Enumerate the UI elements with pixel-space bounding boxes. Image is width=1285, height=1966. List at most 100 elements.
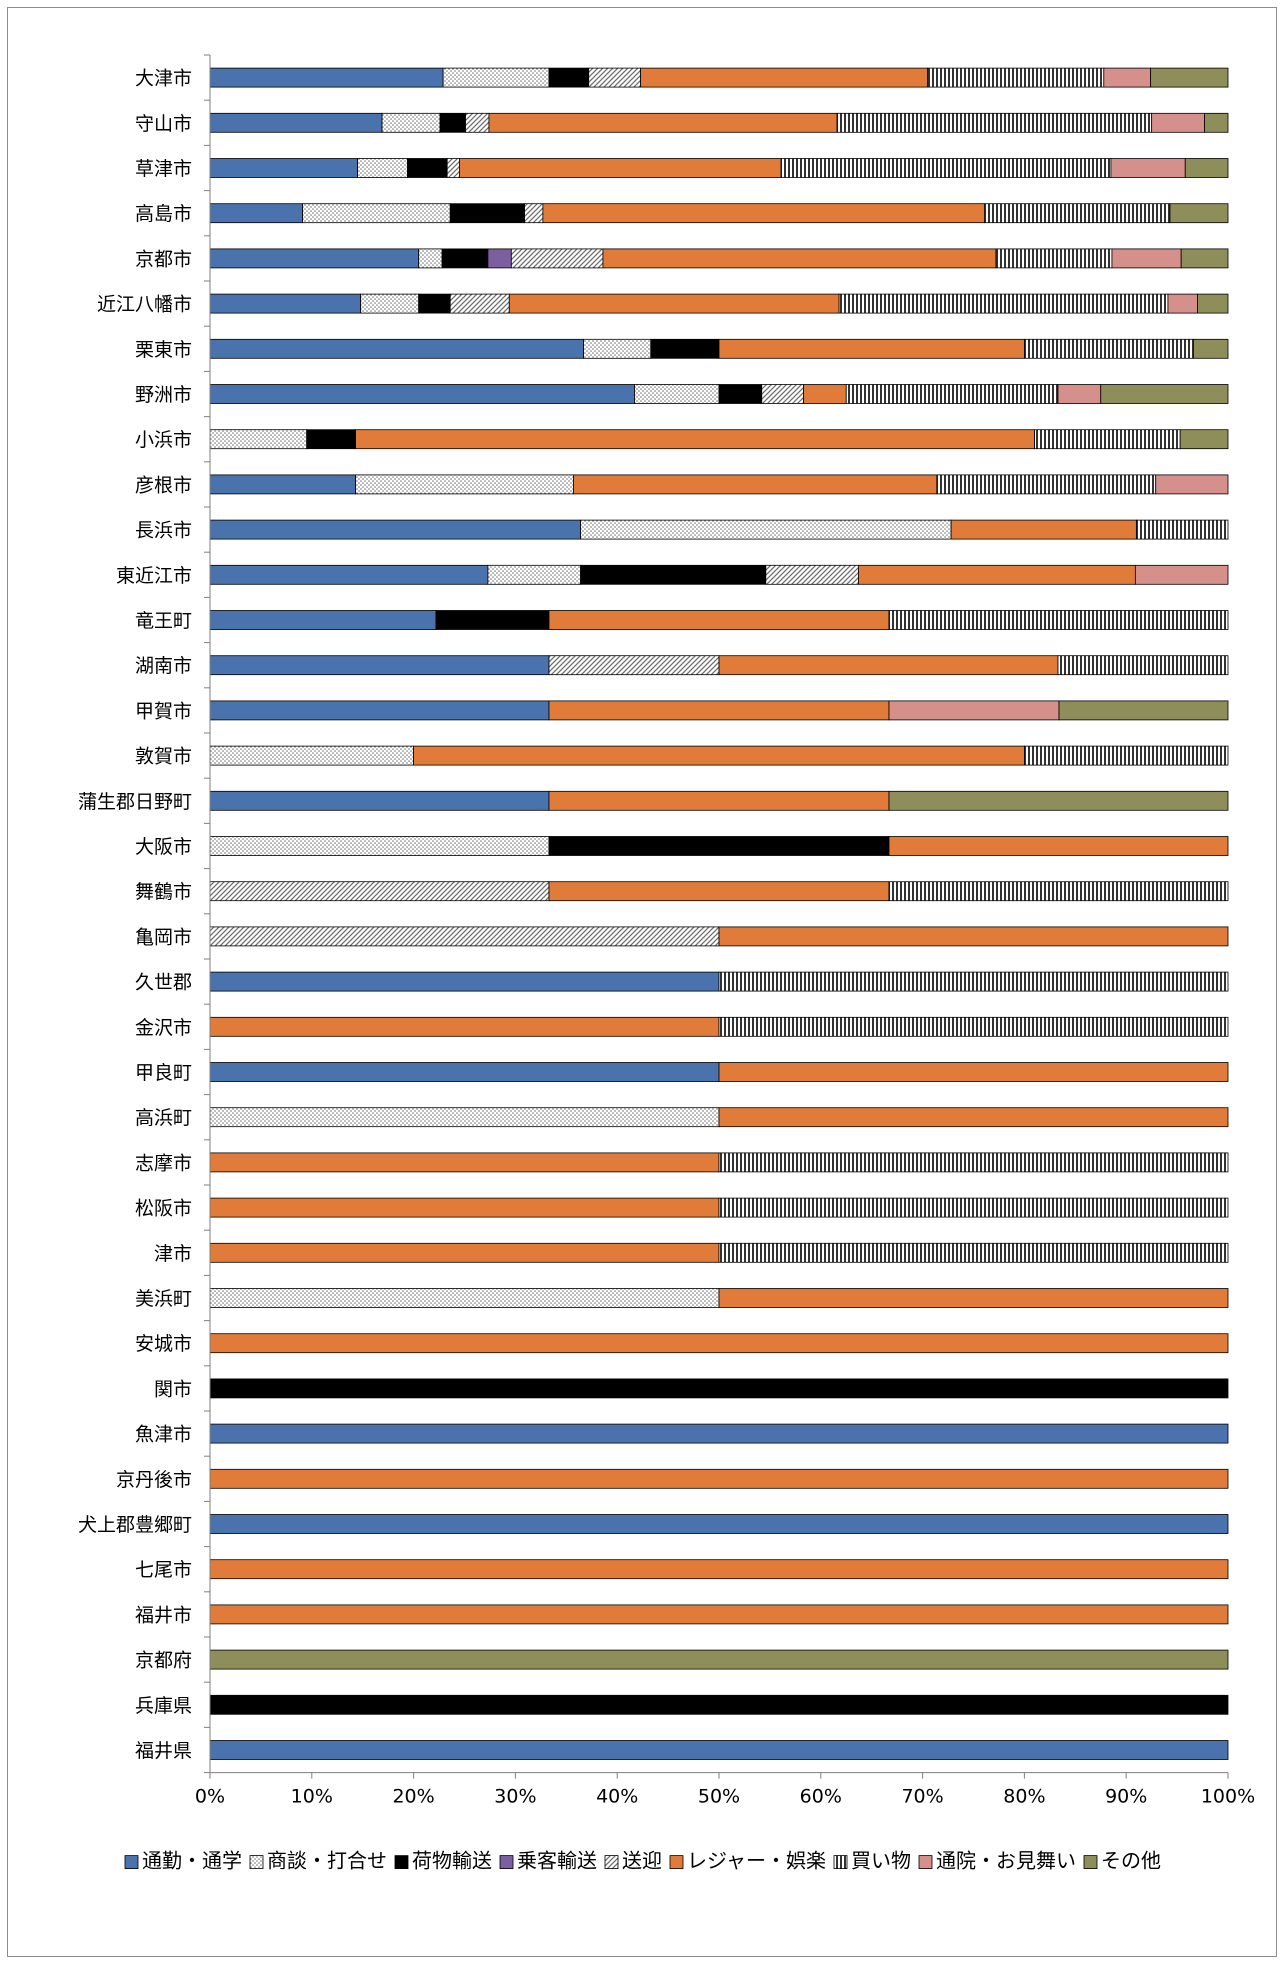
category-label: 高浜町 xyxy=(135,1107,192,1129)
bar-segment-series-6 xyxy=(640,67,929,88)
bar-row xyxy=(209,836,1229,856)
legend-swatch xyxy=(604,1855,619,1869)
legend-label: 送迎 xyxy=(622,1849,662,1873)
legend-item-series-8: 通院・お見舞い xyxy=(918,1849,1076,1873)
x-tick-label: 70% xyxy=(901,1786,943,1808)
bar-segment-series-5 xyxy=(765,564,859,585)
legend-label: 商談・打合せ xyxy=(267,1849,387,1873)
bar-row xyxy=(209,1152,1229,1173)
legend-label: 通院・お見舞い xyxy=(936,1849,1076,1873)
bar-segment-series-6 xyxy=(542,203,986,224)
category-label: 亀岡市 xyxy=(135,926,192,948)
bar-row xyxy=(209,564,1229,585)
category-label: 守山市 xyxy=(135,113,192,135)
bar-row xyxy=(209,926,1229,947)
bar-row xyxy=(209,1423,1229,1444)
bar-segment-series-6 xyxy=(602,248,997,269)
bar-segment-series-2 xyxy=(209,1107,720,1128)
legend-label: その他 xyxy=(1101,1849,1161,1873)
bar-segment-series-6 xyxy=(548,790,890,811)
bar-segment-series-5 xyxy=(761,384,804,404)
bar-segment-series-6 xyxy=(548,881,890,902)
bar-segment-series-2 xyxy=(583,338,652,359)
x-tick-label: 0% xyxy=(195,1786,225,1808)
bar-segment-series-7 xyxy=(936,474,1157,495)
bar-segment-series-7 xyxy=(888,610,1229,630)
bar-segment-series-2 xyxy=(580,519,952,540)
bar-row xyxy=(209,1514,1229,1534)
bar-segment-series-1 xyxy=(209,474,356,495)
bar-segment-series-8 xyxy=(1103,67,1152,88)
category-label: 甲良町 xyxy=(135,1062,192,1084)
legend-label: 通勤・通学 xyxy=(142,1849,242,1873)
bar-row xyxy=(209,1694,1229,1715)
bar-segment-series-9 xyxy=(1169,203,1229,224)
bar-segment-series-8 xyxy=(1111,248,1182,269)
bar-segment-series-6 xyxy=(209,1152,720,1173)
legend-swatch xyxy=(1083,1855,1098,1869)
bar-segment-series-9 xyxy=(1197,293,1229,314)
bar-row xyxy=(209,790,1229,811)
bar-segment-series-1 xyxy=(209,293,362,314)
bar-segment-series-7 xyxy=(927,67,1105,88)
bar-segment-series-2 xyxy=(357,158,408,178)
bar-segment-series-7 xyxy=(780,158,1112,178)
bar-segment-series-7 xyxy=(845,384,1059,404)
bar-segment-series-7 xyxy=(836,112,1153,133)
bar-segment-series-6 xyxy=(209,1559,1229,1580)
bar-segment-series-6 xyxy=(413,745,1025,766)
category-label: 京都市 xyxy=(135,248,192,270)
category-label: 高島市 xyxy=(135,203,192,225)
bar-segment-series-9 xyxy=(1180,248,1229,269)
bar-segment-series-2 xyxy=(209,836,550,856)
bar-segment-series-6 xyxy=(718,1107,1229,1128)
category-label: 関市 xyxy=(154,1378,192,1400)
bar-segment-series-7 xyxy=(1024,745,1229,766)
bar-row xyxy=(209,700,1229,721)
bar-segment-series-5 xyxy=(446,158,460,178)
bar-segment-series-1 xyxy=(209,248,420,269)
bar-segment-series-8 xyxy=(1155,474,1229,495)
bar-segment-series-2 xyxy=(442,67,550,88)
bar-segment-series-6 xyxy=(209,1468,1229,1489)
legend-label: レジャー・娯楽 xyxy=(687,1849,826,1873)
bar-segment-series-7 xyxy=(718,971,1229,992)
bar-segment-series-5 xyxy=(449,293,510,314)
bar-segment-series-3 xyxy=(449,203,525,224)
bar-segment-series-7 xyxy=(888,881,1229,902)
bar-segment-series-6 xyxy=(718,655,1059,676)
bar-segment-series-8 xyxy=(1057,384,1102,404)
bar-segment-series-3 xyxy=(439,112,466,133)
bar-row xyxy=(209,1062,1229,1082)
bar-row xyxy=(209,248,1229,269)
bar-segment-series-1 xyxy=(209,655,550,676)
bar-segment-series-6 xyxy=(459,158,782,178)
bar-segment-series-6 xyxy=(209,1242,720,1263)
bars-layer xyxy=(209,67,1229,1760)
category-label: 甲賀市 xyxy=(135,700,192,722)
bar-segment-series-6 xyxy=(209,1604,1229,1625)
bar-segment-series-5 xyxy=(548,655,720,676)
bar-segment-series-3 xyxy=(441,248,489,269)
bar-segment-series-3 xyxy=(407,158,448,178)
bar-row xyxy=(209,1333,1229,1354)
stacked-bar-chart: 大津市守山市草津市高島市京都市近江八幡市栗東市野洲市小浜市彦根市長浜市東近江市竜… xyxy=(78,54,1255,1873)
legend-item-series-3: 荷物輸送 xyxy=(394,1849,492,1873)
bar-segment-series-1 xyxy=(209,112,383,133)
bar-segment-series-1 xyxy=(209,203,304,224)
category-label: 兵庫県 xyxy=(135,1695,192,1717)
bar-segment-series-7 xyxy=(718,1152,1229,1173)
bar-row xyxy=(209,1559,1229,1580)
legend-label: 乗客輸送 xyxy=(517,1849,597,1873)
bar-row xyxy=(209,429,1229,450)
bar-segment-series-6 xyxy=(355,429,1035,450)
bar-segment-series-1 xyxy=(209,610,437,630)
bar-segment-series-6 xyxy=(573,474,938,495)
bar-row xyxy=(209,1016,1229,1037)
bar-segment-series-2 xyxy=(634,384,720,404)
bar-segment-series-2 xyxy=(209,1288,720,1308)
bar-segment-series-5 xyxy=(588,67,642,88)
category-label: 久世郡 xyxy=(135,972,192,994)
bar-segment-series-6 xyxy=(718,1062,1229,1082)
bar-row xyxy=(209,881,1229,902)
